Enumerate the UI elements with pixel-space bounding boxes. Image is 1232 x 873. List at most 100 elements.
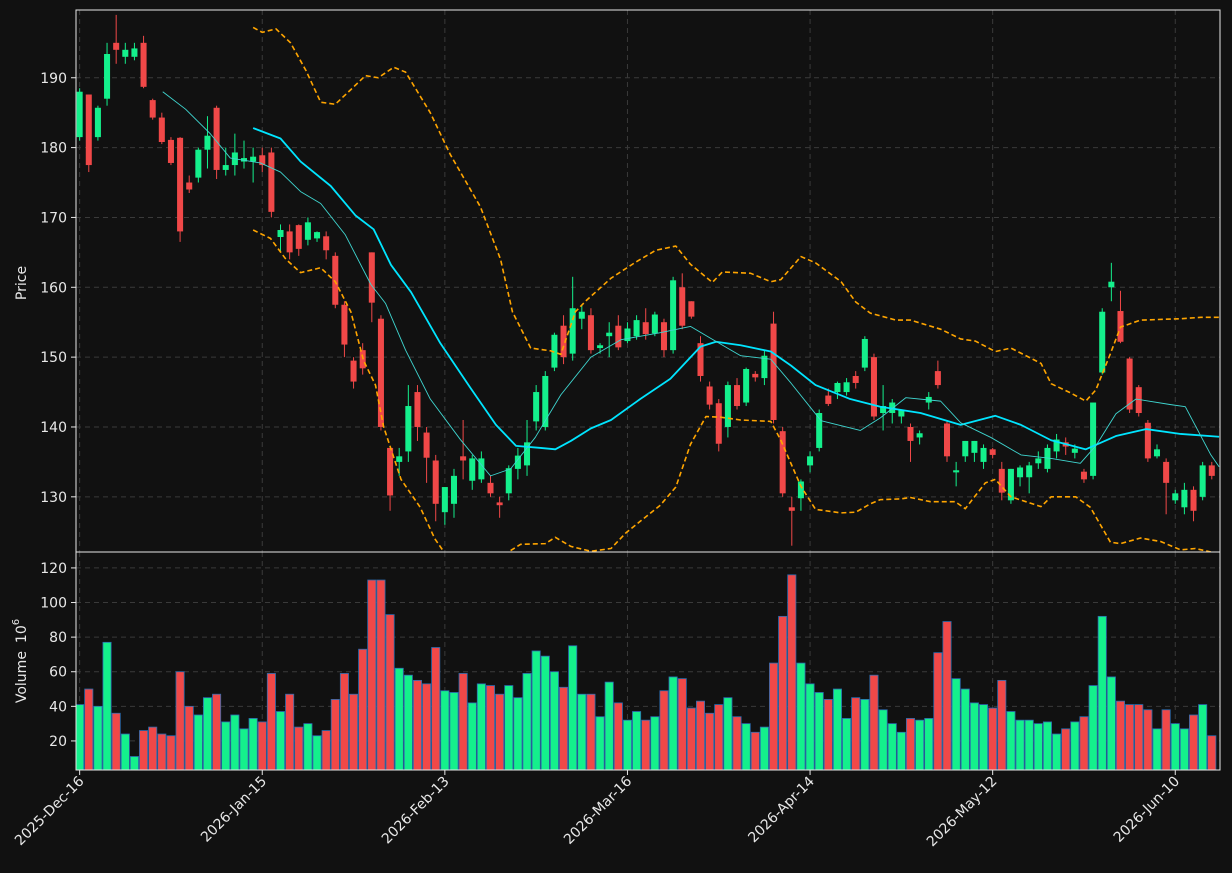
- y-tick-label: 80: [49, 630, 67, 646]
- volume-bar: [1207, 735, 1217, 770]
- candle-body: [140, 42, 147, 87]
- candle-body: [85, 94, 92, 166]
- volume-bar: [769, 662, 779, 770]
- candle-body: [715, 403, 722, 444]
- candle-body: [1108, 281, 1115, 288]
- indicator-line: [252, 127, 1220, 451]
- candle-body: [1163, 461, 1170, 483]
- candle-body: [277, 230, 284, 237]
- volume-bar: [84, 688, 94, 770]
- candle-body: [724, 385, 731, 427]
- volume-multiplier-exponent: 6: [11, 619, 22, 625]
- candle-body: [1035, 458, 1042, 464]
- candle-body: [1071, 448, 1078, 453]
- indicator-line: [252, 26, 1220, 402]
- candle-body: [104, 54, 111, 99]
- candle-body: [1026, 465, 1033, 478]
- candle-body: [167, 139, 174, 163]
- volume-bar: [796, 662, 806, 770]
- volume-bar: [933, 652, 943, 770]
- candle-body: [423, 432, 430, 458]
- volume-bar: [641, 719, 651, 770]
- volume-bar: [988, 707, 998, 770]
- candle-body: [295, 225, 302, 249]
- candle-body: [350, 360, 357, 382]
- volume-bar: [778, 615, 788, 770]
- candle-body: [587, 315, 594, 351]
- candle-body: [752, 373, 759, 378]
- volume-bar: [586, 693, 596, 770]
- candle-body: [122, 49, 129, 57]
- y-tick-label: 160: [40, 280, 67, 296]
- volume-bar: [960, 688, 970, 770]
- volume-bar: [969, 702, 979, 770]
- candle-body: [962, 440, 969, 457]
- volume-bar: [1143, 709, 1153, 770]
- volume-bar: [449, 692, 459, 770]
- candle-body: [478, 458, 485, 480]
- volume-bar: [458, 673, 468, 770]
- candle-body: [980, 447, 987, 462]
- volume-bar: [431, 647, 441, 770]
- candle-body: [706, 386, 713, 405]
- volume-bar: [193, 714, 203, 770]
- volume-bar: [221, 721, 231, 770]
- candle-body: [533, 392, 540, 422]
- candle-body: [460, 456, 467, 461]
- volume-bar: [1152, 728, 1162, 770]
- volume-bar: [139, 730, 149, 770]
- volume-bar: [485, 685, 496, 770]
- candle-body: [834, 382, 841, 393]
- candle-body: [615, 325, 622, 348]
- volume-bar: [1125, 704, 1135, 770]
- candle-body: [304, 222, 311, 240]
- volume-bar: [997, 679, 1007, 770]
- volume-bar: [1024, 719, 1034, 770]
- candle-body: [898, 409, 905, 417]
- volume-bar: [668, 676, 678, 770]
- volume-bar: [422, 683, 432, 770]
- volume-bar: [513, 697, 523, 770]
- candle-body: [368, 252, 375, 303]
- volume-bar: [339, 673, 349, 770]
- volume-bar: [650, 716, 660, 770]
- indicator-line: [252, 229, 1212, 552]
- candle-body: [569, 308, 576, 354]
- volume-bar: [1015, 719, 1025, 770]
- candle-body: [542, 375, 549, 427]
- volume-bar: [111, 712, 121, 770]
- candle-body: [222, 165, 229, 170]
- candle-body: [259, 155, 266, 166]
- candle-body: [268, 152, 275, 212]
- candle-body: [843, 382, 850, 393]
- volume-bar: [230, 714, 240, 770]
- volume-bar: [376, 579, 386, 770]
- volume-bar: [385, 614, 395, 770]
- volume-bar: [358, 648, 368, 770]
- volume-bar: [476, 683, 486, 770]
- volume-multiplier: 10: [14, 625, 30, 643]
- candle-body: [797, 481, 804, 499]
- candle-body: [432, 460, 439, 504]
- volume-bar: [1161, 709, 1171, 770]
- volume-bar: [294, 726, 304, 770]
- candle-body: [660, 322, 667, 351]
- price-axis-label: Price: [14, 266, 30, 300]
- candle-body: [1153, 449, 1161, 457]
- volume-bar: [1070, 721, 1080, 770]
- indicator-line: [162, 91, 1220, 477]
- volume-bar: [276, 711, 286, 770]
- candle-body: [158, 117, 165, 143]
- volume-bar: [248, 718, 258, 770]
- candle-body: [861, 338, 868, 368]
- candle-body: [606, 332, 613, 337]
- candle-body: [1080, 471, 1087, 480]
- candle-body: [240, 158, 248, 162]
- volume-bar: [1033, 723, 1043, 770]
- candle-body: [697, 343, 704, 376]
- candle-body: [651, 314, 658, 334]
- volume-bar: [622, 719, 632, 770]
- volume-bar: [759, 726, 769, 770]
- candle-body: [314, 232, 321, 239]
